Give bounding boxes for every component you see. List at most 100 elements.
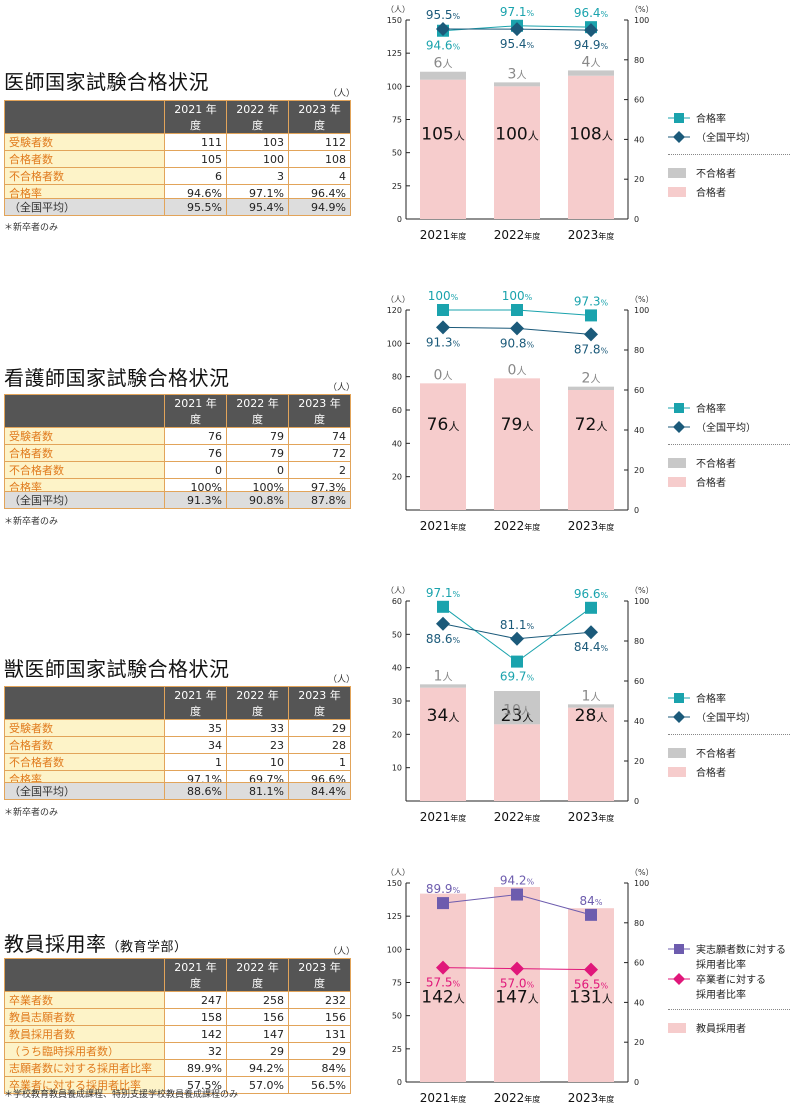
marker-square — [511, 304, 523, 316]
cell-value: 35 — [164, 719, 227, 737]
left-tick-label: 100 — [387, 339, 402, 348]
legend-divider — [668, 444, 790, 445]
national-average-value: 91.3% — [164, 491, 227, 509]
category-year: 2023 — [568, 810, 599, 824]
cell-value: 2 — [288, 461, 351, 479]
cell-value: 0 — [226, 461, 289, 479]
right-tick-label: 20 — [634, 175, 644, 184]
row-label: 受験者数 — [4, 133, 165, 151]
cell-value: 57.0% — [226, 1076, 289, 1094]
marker-square — [437, 897, 449, 910]
cell-value: 76 — [164, 427, 227, 445]
fail-unit: 人 — [442, 59, 452, 71]
combo-chart: （人） （%）10203040506002040608010034人1人2021年… — [386, 586, 654, 824]
national-average-table: （全国平均） 95.5% 95.4% 94.9% — [4, 198, 351, 216]
row-label: 教員志願者数 — [4, 1008, 165, 1026]
point-value: 87.8 — [574, 342, 601, 356]
table-unit: （人） — [328, 947, 356, 957]
point-value: 95.4 — [500, 37, 527, 51]
point-label: 56.5% — [574, 978, 609, 992]
count-number: 34 — [427, 706, 449, 726]
count-number: 72 — [575, 415, 597, 435]
category-label: 2021年度 — [420, 519, 467, 533]
point-label: 57.0% — [500, 977, 535, 991]
column-header: 2023 年度 — [288, 100, 351, 134]
legend-label: 合格率 — [696, 404, 726, 415]
right-tick-label: 0 — [634, 506, 639, 515]
left-tick-label: 0 — [397, 1078, 402, 1087]
cell-value: 29 — [288, 719, 351, 737]
cell-value: 56.5% — [288, 1076, 351, 1094]
legend-square-marker-icon — [668, 402, 690, 414]
left-tick-label: 10 — [392, 764, 402, 773]
category-suffix: 年度 — [524, 1094, 540, 1104]
combo-chart: （人） （%）2040608010012002040608010076人0人202… — [386, 289, 654, 533]
table-row: 卒業者に対する採用者比率 57.5% 57.0% 56.5% — [4, 1076, 351, 1094]
point-unit: % — [527, 9, 535, 18]
section-title: 獣医師国家試験合格状況 — [4, 653, 230, 682]
section-title: 医師国家試験合格状況 — [4, 66, 209, 95]
right-tick-label: 40 — [634, 998, 644, 1007]
combo-chart: （人） （%）0255075100125150020406080100105人6人… — [386, 5, 654, 242]
cell-value: 6 — [164, 167, 227, 185]
cell-value: 97.1% — [226, 184, 289, 202]
cell-value: 258 — [226, 991, 289, 1009]
left-tick-label: 75 — [392, 116, 402, 125]
bar-fail-label: 4人 — [582, 54, 601, 70]
point-label: 95.4% — [500, 37, 535, 51]
legend-label: 卒業者に対する 採用者比率 — [696, 975, 766, 1001]
left-axis-unit: （人） — [386, 295, 410, 304]
left-tick-label: 120 — [387, 306, 402, 315]
column-header: 2022 年度 — [226, 958, 289, 992]
cell-value: 10 — [226, 753, 289, 771]
cell-value: 131 — [288, 1025, 351, 1043]
table-unit: （人） — [328, 89, 356, 99]
point-unit: % — [453, 590, 461, 599]
category-year: 2021 — [420, 228, 451, 242]
point-label: 94.6% — [426, 39, 461, 53]
cell-value: 23 — [226, 736, 289, 754]
point-value: 90.8 — [500, 336, 527, 350]
bar-count-label: 142人 — [421, 987, 464, 1007]
legend-square-marker-icon — [668, 943, 690, 955]
count-unit: 人 — [454, 992, 465, 1005]
marker-diamond — [584, 625, 598, 640]
legend-label: （全国平均） — [696, 423, 756, 434]
count-unit: 人 — [596, 420, 607, 433]
point-unit: % — [527, 674, 535, 683]
point-unit: % — [525, 293, 533, 302]
point-value: 89.9 — [426, 882, 453, 896]
left-tick-label: 30 — [392, 697, 402, 706]
bar-main — [494, 86, 540, 219]
point-label: 90.8% — [500, 336, 535, 350]
table-header-row: 2021 年度 2022 年度 2023 年度 — [4, 394, 351, 428]
right-tick-label: 80 — [634, 919, 644, 928]
point-label: 84% — [580, 894, 603, 908]
count-unit: 人 — [448, 420, 459, 433]
point-value: 84 — [580, 894, 595, 908]
table-row: 合格者数 105 100 108 — [4, 150, 351, 168]
left-tick-label: 150 — [387, 879, 402, 888]
category-suffix: 年度 — [450, 231, 466, 241]
legend-item-bar: 合格者 — [668, 762, 790, 781]
row-label: 合格者数 — [4, 736, 165, 754]
right-tick-label: 0 — [634, 797, 639, 806]
category-label: 2023年度 — [568, 519, 615, 533]
bar-stacked — [568, 386, 614, 390]
national-average-label: （全国平均） — [4, 491, 165, 509]
category-label: 2021年度 — [420, 810, 467, 824]
left-axis-unit: （人） — [386, 868, 410, 877]
bar-fail-label: 3人 — [508, 66, 527, 82]
marker-square — [585, 601, 597, 614]
bar-count-label: 23人 — [501, 706, 534, 726]
national-average-table: （全国平均） 88.6% 81.1% 84.4% — [4, 782, 351, 800]
point-value: 97.1 — [500, 5, 527, 19]
legend-item-bar: 教員採用者 — [668, 1018, 790, 1037]
cell-value: 105 — [164, 150, 227, 168]
category-year: 2022 — [494, 519, 525, 533]
right-tick-label: 20 — [634, 757, 644, 766]
marker-diamond — [584, 962, 598, 977]
national-average-value: 84.4% — [288, 782, 351, 800]
legend-label: （全国平均） — [696, 713, 756, 724]
category-label: 2023年度 — [568, 1091, 615, 1105]
